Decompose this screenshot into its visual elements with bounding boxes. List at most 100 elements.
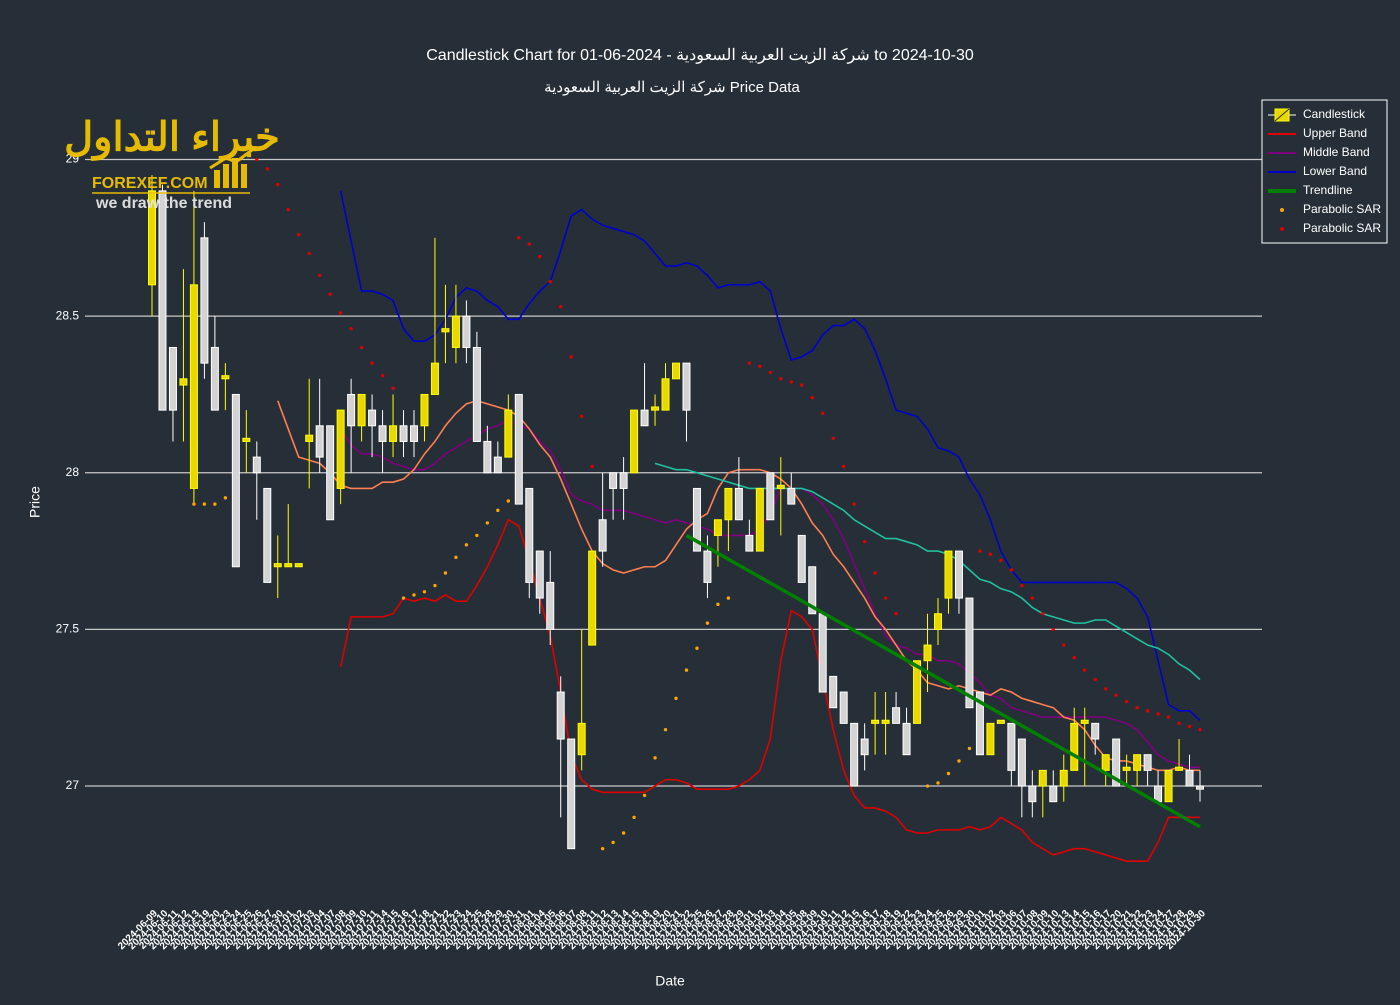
sar-dot <box>716 602 720 607</box>
candle-body <box>713 519 722 536</box>
sar-dot <box>663 727 668 732</box>
legend: Candlestick Upper Band Middle Band Lower Ba… <box>1261 99 1388 244</box>
candle-body <box>158 190 167 411</box>
sar-dot <box>978 549 982 553</box>
y-tick-label: 27.5 <box>56 622 80 636</box>
sar-dot <box>1187 724 1192 729</box>
candle-body <box>860 738 869 756</box>
candle-body <box>1175 766 1184 771</box>
candle-body <box>483 440 492 474</box>
candle-body <box>1164 769 1173 803</box>
candle-body <box>410 425 418 442</box>
sar-dot <box>810 395 814 400</box>
candle-body <box>1196 785 1204 790</box>
sar-dot <box>600 846 605 851</box>
candle-body <box>1070 722 1079 771</box>
candle-body <box>189 284 198 489</box>
y-tick-label: 29 <box>66 152 80 166</box>
candle-body <box>430 362 439 395</box>
candle-body <box>902 722 911 756</box>
candle-body <box>724 487 733 521</box>
sar-dot <box>307 251 311 256</box>
candle-body <box>378 425 387 442</box>
chart-subtitle: شركة الزيت العربية السعودية Price Data <box>544 79 800 96</box>
sar-dot <box>265 167 269 171</box>
legend-symbol <box>1280 227 1284 231</box>
sar-dot <box>359 345 364 350</box>
sar-dot <box>1135 706 1139 710</box>
candle-body <box>252 456 261 474</box>
candle-body <box>630 409 639 474</box>
sar-dot <box>862 539 867 544</box>
candle-body <box>755 487 764 552</box>
candle-body <box>326 425 335 521</box>
logo-bar <box>232 158 238 188</box>
candle-body <box>996 719 1005 724</box>
sar-dot <box>1051 627 1055 632</box>
sar-dot <box>338 311 343 315</box>
candle-body <box>514 393 523 505</box>
candle-body <box>703 550 712 583</box>
candle-body <box>745 534 754 552</box>
candle-body <box>399 425 408 442</box>
candle-body <box>881 719 890 724</box>
candle-body <box>472 346 481 442</box>
sar-dot <box>464 543 469 547</box>
legend-label: Lower Band <box>1303 164 1367 178</box>
sar-dot <box>967 746 972 751</box>
candle-body <box>1185 769 1194 787</box>
sar-dot <box>800 383 804 387</box>
sar-dot <box>276 182 280 187</box>
sar-dot <box>883 596 888 600</box>
candle-body <box>797 534 806 583</box>
sar-dot <box>559 305 563 309</box>
sar-dot <box>999 558 1003 563</box>
candle-body <box>640 409 649 427</box>
sar-dot <box>297 232 301 237</box>
sar-dot <box>789 380 793 384</box>
sar-dot <box>1145 709 1150 713</box>
candle-body <box>1112 738 1121 787</box>
candle-body <box>651 406 660 411</box>
candle-body <box>347 393 356 427</box>
sar-dot <box>443 571 448 575</box>
sar-dot <box>1009 568 1014 572</box>
sar-dot <box>946 771 951 776</box>
candle-body <box>200 237 209 364</box>
sar-dot <box>852 502 856 506</box>
candle-body <box>1101 754 1110 771</box>
candle-body <box>525 487 534 583</box>
sar-dot <box>1198 727 1202 732</box>
candle-body <box>451 315 460 348</box>
candle-body <box>1154 785 1163 803</box>
candle-body <box>829 675 838 709</box>
sar-dot <box>1103 687 1108 691</box>
candle-body <box>975 691 984 756</box>
candle-body <box>1007 722 1016 771</box>
band-line <box>339 518 1200 862</box>
sar-dot <box>925 784 930 788</box>
sar-dot <box>1156 712 1160 716</box>
sar-dot <box>1124 699 1129 704</box>
sar-dot <box>255 157 259 162</box>
candle-body <box>892 707 901 724</box>
legend-label: Candlestick <box>1303 107 1366 121</box>
sar-dot <box>590 464 594 469</box>
candle-body <box>535 550 544 599</box>
candle-body <box>944 550 953 599</box>
sar-dot <box>1166 715 1171 719</box>
logo-bar <box>214 170 220 188</box>
sar-dot <box>1041 612 1045 616</box>
sar-dot <box>202 502 207 506</box>
plot-area: 2727.52828.5292024-06-092024-06-102024-0… <box>56 152 1262 952</box>
sar-dot <box>779 377 783 381</box>
candle-body <box>923 644 932 662</box>
candle-body <box>839 691 848 724</box>
candle-body <box>1038 769 1047 787</box>
candle-body <box>315 425 324 458</box>
candle-body <box>1017 738 1026 787</box>
candle-body <box>294 563 303 568</box>
legend-label: Upper Band <box>1303 126 1367 140</box>
candle-body <box>284 563 293 568</box>
sar-dot <box>642 793 647 798</box>
